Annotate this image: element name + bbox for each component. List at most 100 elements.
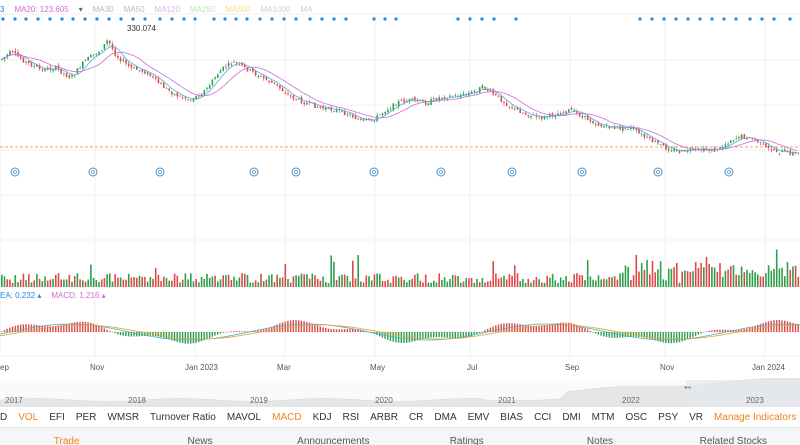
event-dot[interactable]: [119, 17, 123, 21]
candle-body[interactable]: [192, 99, 195, 102]
price-legend-item[interactable]: MA500: [225, 5, 251, 14]
event-dot[interactable]: [24, 17, 28, 21]
candle-body[interactable]: [638, 129, 640, 134]
event-dot[interactable]: [71, 17, 75, 21]
candle-body[interactable]: [25, 61, 27, 63]
candle-body[interactable]: [727, 143, 729, 145]
candle-body[interactable]: [643, 133, 646, 138]
candle-body[interactable]: [314, 102, 316, 109]
price-legend-item[interactable]: MA: [300, 5, 313, 14]
event-dot[interactable]: [772, 17, 776, 21]
candle-body[interactable]: [284, 92, 287, 94]
candle-body[interactable]: [624, 127, 627, 129]
price-legend-item[interactable]: MA30: [92, 5, 114, 14]
candle-body[interactable]: [384, 111, 386, 114]
candle-body[interactable]: [473, 90, 476, 92]
event-dot[interactable]: [698, 17, 702, 21]
candle-body[interactable]: [222, 66, 224, 71]
candle-body[interactable]: [306, 102, 308, 105]
event-marker-icon[interactable]: [155, 167, 165, 177]
candle-body[interactable]: [109, 40, 111, 44]
indicator-tab-osc[interactable]: OSC: [625, 411, 648, 423]
candle-body[interactable]: [657, 139, 659, 144]
event-dot[interactable]: [710, 17, 714, 21]
price-legend-item[interactable]: MA250: [189, 5, 216, 14]
candle-body[interactable]: [179, 95, 181, 97]
bottom-tab-announcements[interactable]: Announcements: [297, 436, 370, 445]
candle-body[interactable]: [346, 114, 349, 116]
candle-body[interactable]: [570, 107, 573, 110]
candle-body[interactable]: [595, 124, 597, 126]
candle-body[interactable]: [773, 149, 775, 151]
candle-body[interactable]: [438, 97, 440, 101]
event-dots-row[interactable]: [1, 17, 792, 21]
indicator-tab-d[interactable]: D: [0, 411, 8, 423]
candle-body[interactable]: [368, 118, 370, 120]
candle-body[interactable]: [165, 87, 168, 89]
candle-body[interactable]: [667, 148, 670, 151]
candle-body[interactable]: [592, 121, 594, 124]
candle-body[interactable]: [92, 54, 95, 56]
event-dot[interactable]: [143, 17, 147, 21]
candle-body[interactable]: [208, 85, 211, 89]
manage-indicators-button[interactable]: Manage Indicators: [714, 411, 797, 423]
candle-body[interactable]: [578, 112, 581, 117]
candle-body[interactable]: [257, 76, 260, 77]
candle-body[interactable]: [76, 68, 79, 74]
candle-body[interactable]: [654, 141, 656, 143]
candle-body[interactable]: [740, 134, 743, 139]
candle-body[interactable]: [176, 92, 179, 97]
candle-body[interactable]: [770, 149, 773, 151]
price-legend[interactable]: 3 MA20: 123.605 ▾ MA30 MA50 MA120 MA250 MA500 MA…: [0, 5, 322, 14]
overview-handle-icon[interactable]: ↤: [684, 383, 691, 392]
event-dot[interactable]: [383, 17, 387, 21]
bottom-tab-notes[interactable]: Notes: [586, 436, 614, 445]
price-legend-item[interactable]: MA20: 123.605: [14, 5, 69, 14]
candle-body[interactable]: [68, 75, 71, 79]
candle-body[interactable]: [149, 73, 152, 77]
candle-body[interactable]: [22, 57, 25, 63]
event-dot[interactable]: [722, 17, 726, 21]
indicator-tab-vr[interactable]: VR: [689, 411, 704, 423]
indicator-tab-dmi[interactable]: DMI: [562, 411, 581, 423]
candle-body[interactable]: [262, 76, 265, 79]
event-marker-icon[interactable]: [653, 167, 663, 177]
candle-body[interactable]: [400, 99, 403, 101]
event-dot[interactable]: [60, 17, 64, 21]
candle-body[interactable]: [622, 126, 624, 131]
candle-body[interactable]: [435, 98, 438, 101]
candle-body[interactable]: [157, 78, 160, 84]
candle-body[interactable]: [597, 123, 600, 126]
candle-body[interactable]: [576, 111, 578, 113]
candle-body[interactable]: [424, 100, 427, 105]
candle-body[interactable]: [608, 126, 611, 129]
candle-body[interactable]: [449, 95, 451, 97]
candle-body[interactable]: [503, 101, 505, 103]
candle-body[interactable]: [508, 106, 511, 108]
candle-body[interactable]: [152, 76, 154, 78]
indicator-tab-cci[interactable]: CCI: [534, 411, 552, 423]
candle-body[interactable]: [408, 98, 411, 102]
event-dot[interactable]: [456, 17, 460, 21]
candle-body[interactable]: [233, 61, 235, 63]
candle-body[interactable]: [792, 152, 794, 156]
candle-body[interactable]: [759, 142, 762, 143]
candle-body[interactable]: [100, 50, 103, 52]
candle-body[interactable]: [82, 61, 84, 69]
event-dot[interactable]: [748, 17, 752, 21]
candle-body[interactable]: [495, 93, 497, 96]
event-dot[interactable]: [638, 17, 642, 21]
candle-body[interactable]: [38, 65, 41, 70]
candle-body[interactable]: [230, 63, 233, 65]
candle-body[interactable]: [730, 140, 732, 143]
candle-body[interactable]: [427, 103, 430, 106]
event-dot[interactable]: [468, 17, 472, 21]
event-dot[interactable]: [48, 17, 52, 21]
candle-body[interactable]: [573, 110, 575, 111]
event-dot[interactable]: [95, 17, 99, 21]
candle-body[interactable]: [362, 118, 365, 121]
candle-body[interactable]: [554, 115, 557, 118]
candle-body[interactable]: [349, 113, 351, 115]
candle-body[interactable]: [335, 109, 338, 112]
